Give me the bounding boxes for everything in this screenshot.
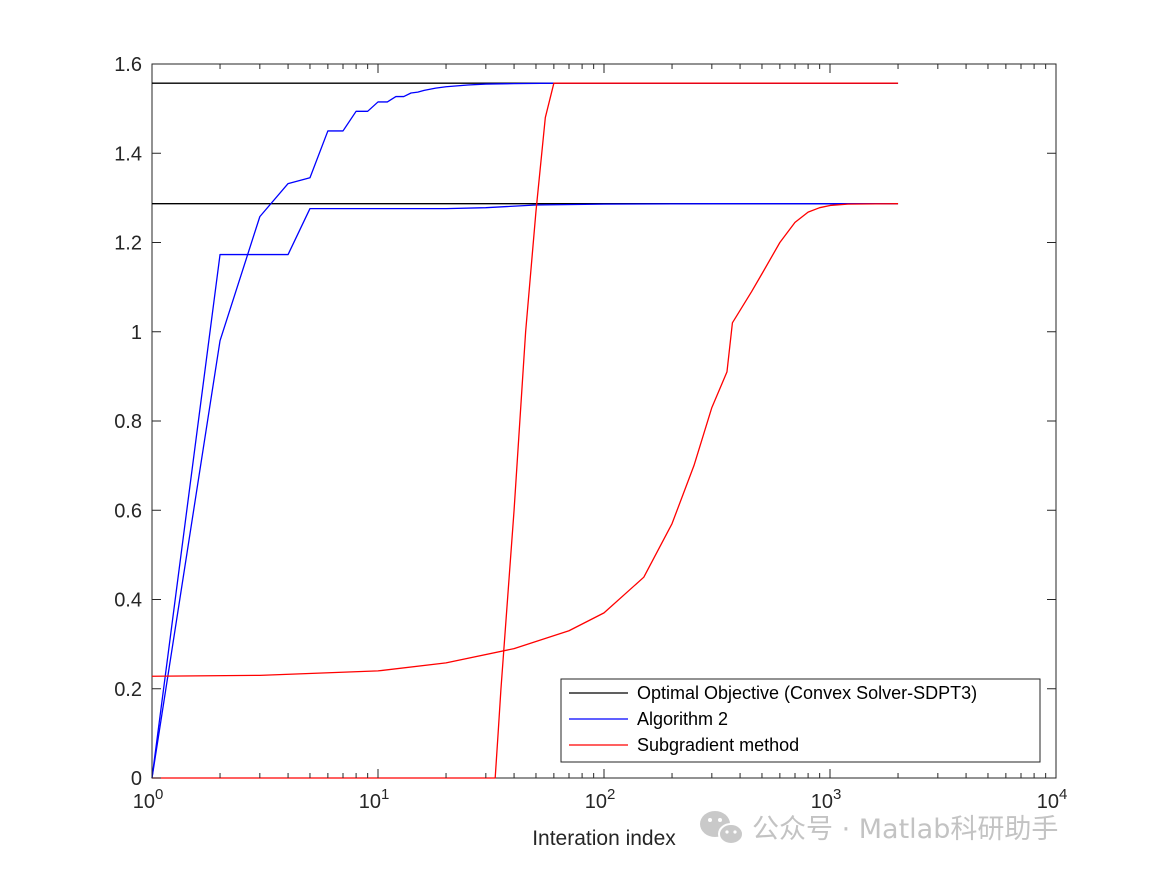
y-tick-label: 0.8 [114, 411, 142, 433]
x-tick-label: 104 [1037, 786, 1068, 813]
x-tick-label: 103 [811, 786, 842, 813]
wechat-icon [700, 811, 744, 845]
series-line-subgradient-4 [152, 82, 899, 779]
y-tick-label: 1.2 [114, 233, 142, 255]
legend-box [560, 678, 1041, 763]
x-tick-label: 101 [359, 786, 390, 813]
legend-label-optimal: Optimal Objective (Convex Solver-SDPT3) [637, 683, 977, 703]
series-layer [151, 82, 899, 779]
x-tick-label: 100 [133, 786, 164, 813]
y-tick-label: 1 [131, 322, 142, 344]
axes-box [151, 63, 1057, 779]
legend: Optimal Objective (Convex Solver-SDPT3) … [560, 678, 1041, 763]
ticks-layer: 0 0.2 0.4 0.6 0.8 1 1.2 1.4 1.6 100 101 102 103 104 [114, 54, 1067, 813]
x-tick-label: 102 [585, 786, 616, 813]
legend-label-subgradient: Subgradient method [637, 735, 799, 755]
series-line-subgradient-5 [151, 203, 899, 677]
x-axis-label: Interation index [532, 827, 676, 850]
y-tick-label: 0.2 [114, 679, 142, 701]
y-tick-label: 0.6 [114, 500, 142, 522]
y-tick-label: 0 [131, 768, 142, 790]
watermark: 公众号 · Matlab科研助手 [700, 811, 1058, 845]
watermark-text: 公众号 · Matlab科研助手 [752, 814, 1058, 845]
series-line-algorithm-2-3 [151, 82, 899, 779]
y-tick-label: 1.4 [114, 143, 142, 165]
y-tick-label: 1.6 [114, 54, 142, 76]
plot-area: 0 0.2 0.4 0.6 0.8 1 1.2 1.4 1.6 100 101 102 103 104 [114, 54, 1067, 813]
y-tick-label: 0.4 [114, 590, 142, 612]
legend-label-algorithm-2: Algorithm 2 [637, 709, 728, 729]
series-line-algorithm-2-2 [151, 203, 899, 779]
